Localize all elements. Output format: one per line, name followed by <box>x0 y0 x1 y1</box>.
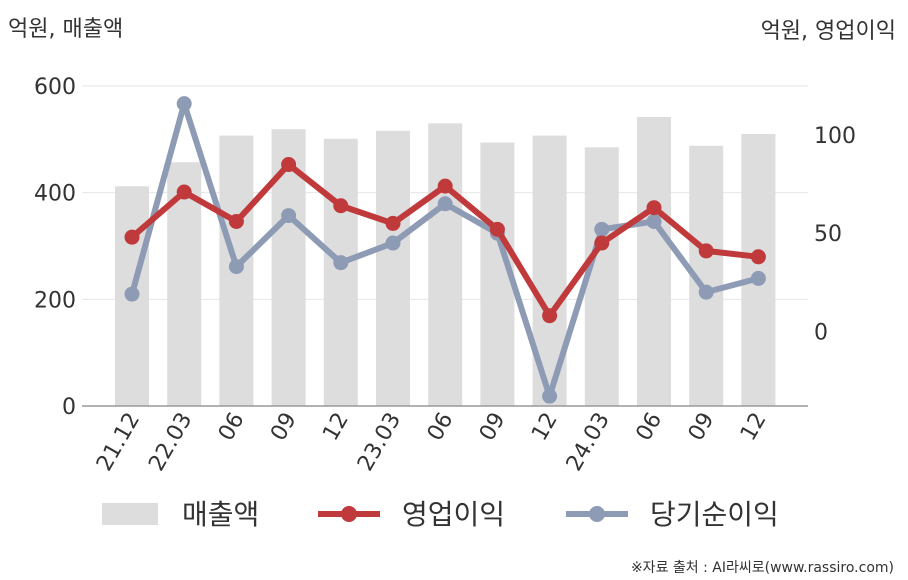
x-tick-label: 12 <box>318 409 354 446</box>
bar-revenue <box>637 116 671 406</box>
bar-revenue <box>584 147 619 407</box>
revenue-bars <box>115 116 776 407</box>
point-operating-profit <box>385 215 401 231</box>
left-tick-label: 0 <box>62 395 76 420</box>
point-operating-profit <box>124 229 140 245</box>
legend-marker-net-income <box>589 506 605 522</box>
point-net-income <box>333 255 349 271</box>
point-operating-profit <box>489 221 505 237</box>
right-axis-title: 억원, 영업이익 <box>761 19 896 44</box>
bar-revenue <box>323 138 358 407</box>
x-tick-label: 12 <box>527 409 563 446</box>
left-tick-label: 600 <box>34 75 76 100</box>
legend-swatch-revenue <box>102 503 158 525</box>
point-operating-profit <box>437 178 453 194</box>
point-operating-profit <box>646 200 662 216</box>
right-tick-label: 100 <box>814 124 856 149</box>
point-net-income <box>594 221 610 237</box>
point-net-income <box>281 208 297 224</box>
right-tick-label: 50 <box>814 222 842 247</box>
legend-marker-operating-profit <box>341 506 357 522</box>
x-tick-label: 06 <box>214 409 250 446</box>
point-operating-profit <box>281 157 297 173</box>
bar-revenue <box>428 123 463 406</box>
bar-revenue <box>376 130 410 407</box>
point-operating-profit <box>698 243 714 259</box>
legend: 매출액 영업이익 당기순이익 <box>102 498 779 531</box>
left-tick-label: 200 <box>34 288 76 313</box>
point-net-income <box>437 196 453 212</box>
x-tick-label: 21.12 <box>92 409 145 476</box>
x-tick-label: 24.03 <box>562 409 615 476</box>
point-net-income <box>124 286 140 302</box>
point-net-income <box>385 235 401 251</box>
point-operating-profit <box>176 184 192 200</box>
legend-label-revenue: 매출액 <box>182 498 259 531</box>
source-note: ※자료 출처 : AI라씨로(www.rassiro.com) <box>631 560 894 576</box>
point-net-income <box>228 259 244 275</box>
left-tick-label: 400 <box>34 182 76 207</box>
x-tick-label: 09 <box>684 409 720 446</box>
x-axis-ticks: 21.12 22.03 06 09 12 23.03 06 09 12 24.03 06 09 12 <box>92 409 772 476</box>
x-tick-label: 12 <box>736 409 772 446</box>
x-tick-label: 23.03 <box>353 409 406 476</box>
point-operating-profit <box>228 213 244 229</box>
legend-label-net-income: 당기순이익 <box>650 498 779 531</box>
point-net-income <box>698 284 714 300</box>
point-operating-profit <box>750 249 766 265</box>
x-tick-label: 09 <box>475 409 511 446</box>
profit-lines <box>124 96 766 404</box>
legend-label-operating-profit: 영업이익 <box>402 498 505 531</box>
right-tick-label: 0 <box>814 320 828 345</box>
point-net-income <box>176 96 192 112</box>
left-axis-title: 억원, 매출액 <box>8 17 123 42</box>
point-operating-profit <box>542 308 558 324</box>
left-axis-ticks: 0 200 400 600 <box>34 75 76 420</box>
x-tick-label: 06 <box>632 409 668 446</box>
point-net-income <box>750 270 766 286</box>
right-axis-ticks: 0 50 100 <box>814 124 856 345</box>
point-net-income <box>646 213 662 229</box>
x-tick-label: 06 <box>423 409 459 446</box>
point-net-income <box>542 388 558 404</box>
point-operating-profit <box>594 235 610 251</box>
x-tick-label: 22.03 <box>144 409 197 476</box>
x-tick-label: 09 <box>266 409 302 446</box>
point-operating-profit <box>333 198 349 214</box>
bar-revenue <box>741 134 776 406</box>
